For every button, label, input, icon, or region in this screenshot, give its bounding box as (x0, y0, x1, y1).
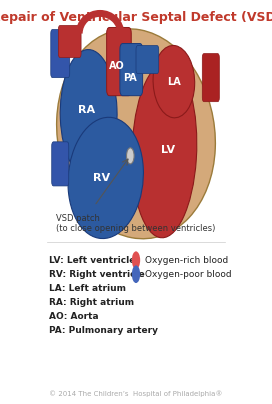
Ellipse shape (57, 29, 215, 239)
Text: RV: RV (93, 173, 110, 183)
Text: PA: PA (123, 73, 137, 83)
Text: Oxygen-poor blood: Oxygen-poor blood (146, 270, 232, 279)
Text: LV: LV (161, 145, 175, 155)
Text: VSD patch
(to close opening between ventricles): VSD patch (to close opening between vent… (57, 214, 216, 234)
Text: PA: Pulmonary artery: PA: Pulmonary artery (49, 326, 158, 335)
Text: LA: LA (167, 77, 181, 86)
FancyBboxPatch shape (120, 44, 143, 96)
FancyBboxPatch shape (136, 46, 159, 74)
Text: LA: Left atrium: LA: Left atrium (49, 284, 126, 293)
Text: © 2014 The Children’s  Hospital of Philadelphia®: © 2014 The Children’s Hospital of Philad… (49, 390, 223, 397)
FancyBboxPatch shape (202, 54, 219, 102)
Ellipse shape (153, 46, 195, 118)
FancyBboxPatch shape (107, 27, 131, 96)
Text: LV: Left ventricle: LV: Left ventricle (49, 256, 135, 265)
FancyBboxPatch shape (51, 29, 70, 78)
Ellipse shape (132, 62, 197, 238)
Text: AO: AO (109, 61, 125, 71)
Circle shape (132, 265, 140, 283)
Text: RA: RA (78, 105, 95, 115)
Text: Repair of Ventricular Septal Defect (VSD): Repair of Ventricular Septal Defect (VSD… (0, 11, 272, 24)
FancyBboxPatch shape (58, 25, 81, 57)
Circle shape (132, 251, 140, 269)
FancyBboxPatch shape (52, 142, 69, 186)
Text: RV: Right ventricle: RV: Right ventricle (49, 270, 145, 279)
Text: Oxygen-rich blood: Oxygen-rich blood (146, 256, 229, 265)
Text: AO: Aorta: AO: Aorta (49, 312, 98, 321)
Circle shape (126, 148, 134, 164)
Ellipse shape (68, 117, 143, 238)
Ellipse shape (60, 50, 117, 178)
Text: RA: Right atrium: RA: Right atrium (49, 298, 134, 307)
